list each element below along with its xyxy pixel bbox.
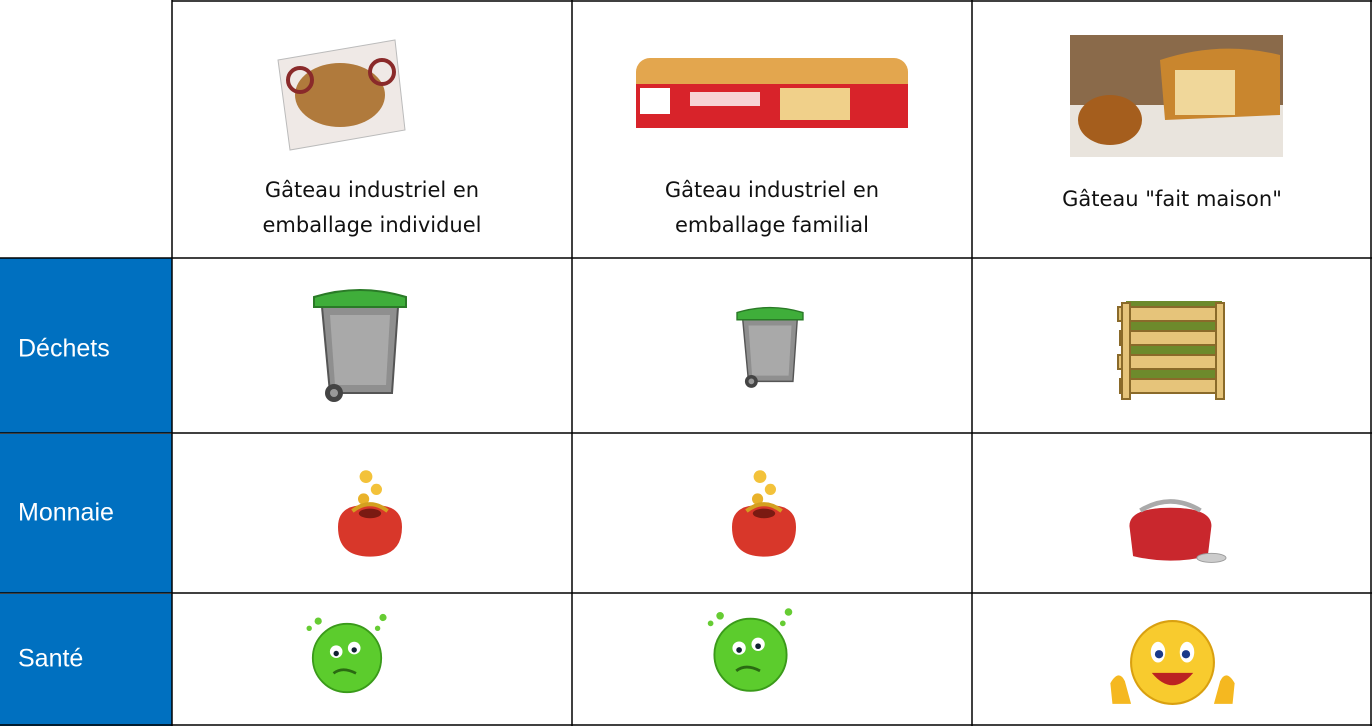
column-header: emballage individuel (262, 213, 481, 237)
purse-spending (732, 470, 796, 556)
column-header: emballage familial (675, 213, 869, 237)
purse-saving (1129, 501, 1226, 562)
row-header-bg (0, 434, 172, 593)
waste-bin-large (312, 288, 408, 404)
happy-face (1109, 620, 1236, 705)
row-header-bg (0, 258, 172, 433)
row-label: Monnaie (18, 499, 114, 527)
column-header: Gâteau "fait maison" (1062, 187, 1282, 211)
column-header: Gâteau industriel en (665, 178, 879, 202)
individual-cake-photo (277, 39, 406, 151)
purse-spending (338, 470, 402, 556)
row-label: Santé (18, 645, 83, 673)
homemade-cake-photo (1070, 35, 1283, 157)
sick-face (305, 612, 389, 694)
sick-face (706, 606, 794, 693)
row-label: Déchets (18, 335, 110, 363)
row-header-bg (0, 594, 172, 726)
compost-bin (1117, 300, 1225, 400)
column-header: Gâteau industriel en (265, 178, 479, 202)
waste-bin-small (736, 306, 804, 389)
family-cake-photo (636, 58, 908, 128)
